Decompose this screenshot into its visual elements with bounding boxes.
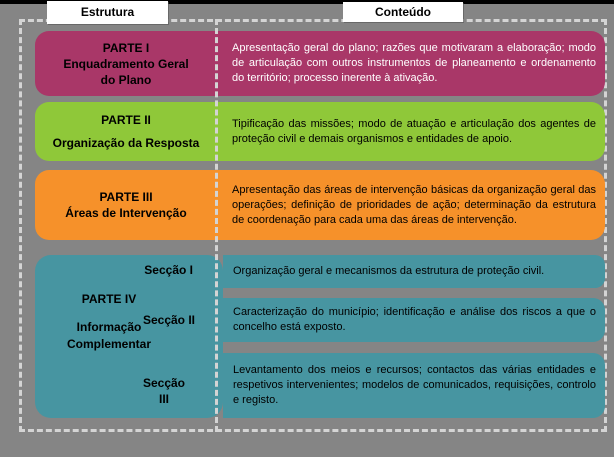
row-title-line: PARTE II <box>101 113 151 127</box>
section-1-content-box: Organização geral e mecanismos da estrut… <box>223 255 605 288</box>
column-header-estrutura: Estrutura <box>47 1 168 24</box>
row-title-line: Organização da Resposta <box>52 136 200 150</box>
row-parte-1: PARTE I Enquadramento Geral do Plano Apr… <box>35 31 605 96</box>
row-title-line: Informação <box>76 320 142 334</box>
description-text: Organização geral e mecanismos da estrut… <box>233 265 545 277</box>
top-black-bar <box>0 0 614 4</box>
section-2-label: Secção II <box>142 313 195 327</box>
row-parte-4-title: PARTE IV Informação Complementar <box>39 291 179 353</box>
section-2-content-box: Caracterização do município; identificaç… <box>223 298 605 342</box>
section-3-label: Secção III <box>133 375 195 407</box>
column-header-conteudo: Conteúdo <box>343 2 463 22</box>
row-parte-2: PARTE II Organização da Resposta Tipific… <box>35 102 605 161</box>
row-title-line: PARTE IV <box>81 292 137 306</box>
row-title-line: PARTE III <box>99 190 153 204</box>
row-parte-3: PARTE III Áreas de Intervenção Apresenta… <box>35 170 605 240</box>
row-title-line: PARTE I <box>102 40 150 55</box>
section-3-content-box: Levantamento dos meios e recursos; conta… <box>223 353 605 418</box>
section-2-description: Caracterização do município; identificaç… <box>233 298 596 342</box>
row-parte-2-description: Tipificação das missões; modo de atuação… <box>232 102 596 161</box>
row-parte-1-description: Apresentação geral do plano; razões que … <box>232 31 596 96</box>
section-label-line: III <box>158 392 169 406</box>
section-label-line: Secção <box>142 376 186 390</box>
description-text: Levantamento dos meios e recursos; conta… <box>233 364 596 406</box>
row-title-line: do Plano <box>100 72 152 87</box>
row-title-line: Enquadramento Geral <box>63 56 189 71</box>
section-3-description: Levantamento dos meios e recursos; conta… <box>233 353 596 418</box>
description-text: Caracterização do município; identificaç… <box>233 306 596 333</box>
dashed-frame <box>19 19 607 432</box>
row-parte-4: PARTE IV Informação Complementar Secção … <box>35 255 223 418</box>
row-parte-2-title: PARTE II Organização da Resposta <box>35 102 217 161</box>
row-title-line: Complementar <box>66 337 152 351</box>
row-parte-3-description: Apresentação das áreas de intervenção bá… <box>232 170 596 240</box>
description-text: Apresentação das áreas de intervenção bá… <box>232 183 596 226</box>
row-parte-3-title: PARTE III Áreas de Intervenção <box>35 170 217 240</box>
column-divider-dashed-line <box>215 19 218 432</box>
description-text: Apresentação geral do plano; razões que … <box>232 42 596 84</box>
section-1-label: Secção I <box>144 263 193 277</box>
section-1-description: Organização geral e mecanismos da estrut… <box>233 255 596 288</box>
description-text: Tipificação das missões; modo de atuação… <box>232 117 596 145</box>
row-parte-1-title: PARTE I Enquadramento Geral do Plano <box>35 31 217 96</box>
row-title-line: Áreas de Intervenção <box>65 206 187 220</box>
